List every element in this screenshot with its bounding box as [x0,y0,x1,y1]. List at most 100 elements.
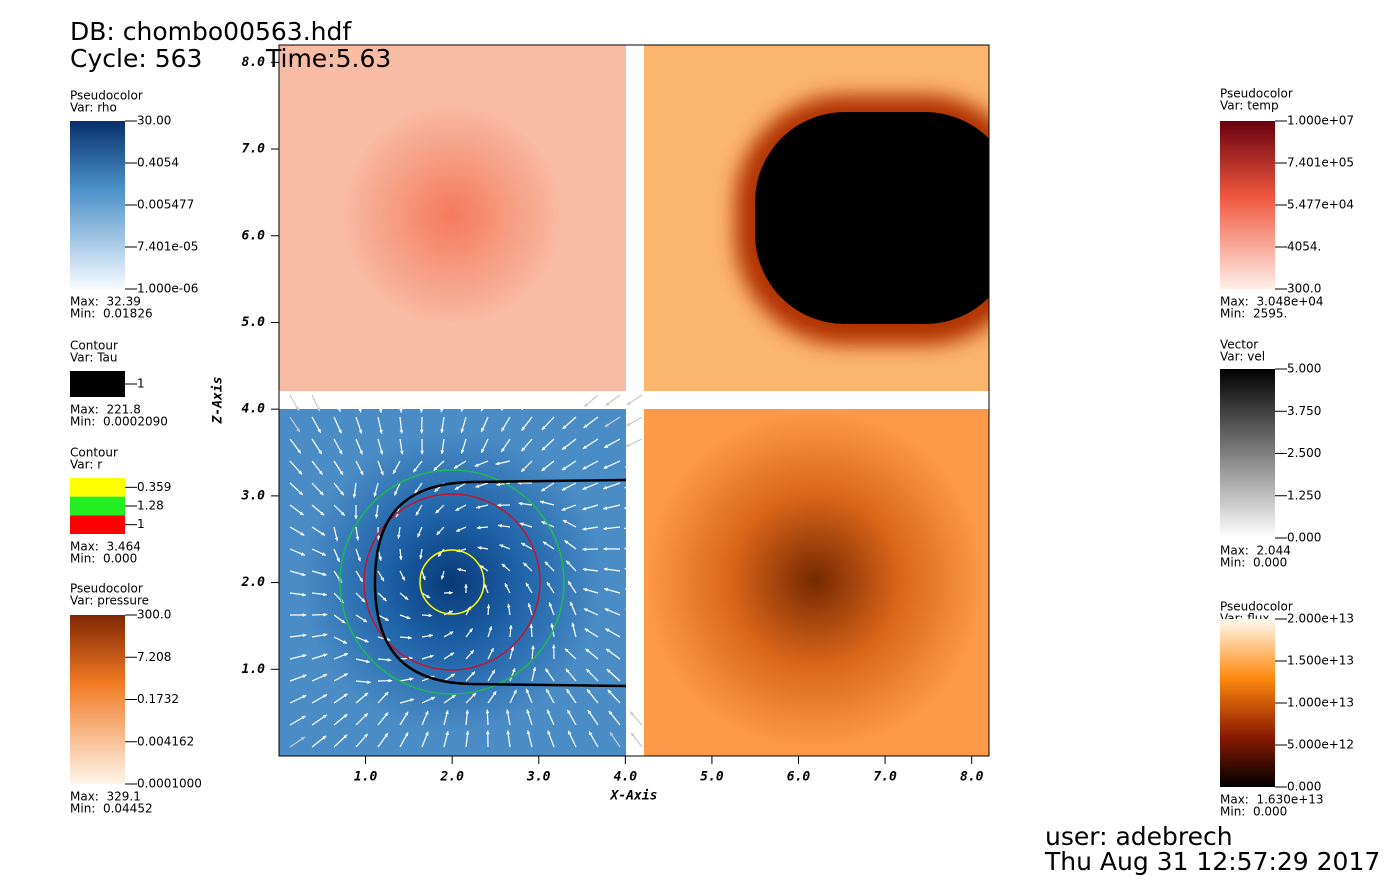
vector-arrowhead [521,447,526,452]
vector-arrowhead [322,572,327,576]
legend-label: 7.401e-05 [137,240,198,254]
vector-arrowhead [413,468,417,473]
vector-arrowhead [445,731,449,736]
db-title: DB: chombo00563.hdf [70,17,352,46]
vector-arrowhead [626,401,631,405]
legend-label: 0.359 [137,480,171,494]
vector-arrowhead [457,567,462,572]
vector-arrowhead [564,540,569,544]
legend-label: 0.005477 [137,198,194,212]
vector-arrowhead [295,406,299,411]
vector-arrowhead [429,633,433,638]
vector-arrowhead [507,603,511,608]
legend-label: 7.401e+05 [1287,156,1354,170]
vector-arrowhead [358,429,363,434]
vector-arrowhead [531,645,535,650]
vector-arrowhead [318,470,323,475]
legend-max: Max: 32.39 [70,295,141,309]
vector-arrowhead [435,509,440,514]
vector-arrowhead [339,470,343,475]
vector-arrowhead [419,408,424,413]
vector-arrowhead [565,668,570,673]
vector-arrowhead [354,515,358,520]
vector-arrowhead [626,649,631,653]
vector-arrowhead [424,710,429,715]
vector-arrowhead [625,464,630,468]
vector-arrowhead [450,652,455,657]
vector-arrowhead [582,567,587,572]
vector-arrowhead [629,690,633,695]
vector-arrowhead [606,669,611,673]
legend-label: 0.000 [1287,780,1321,794]
vector-arrowhead [603,547,608,551]
vector-arrowhead [322,714,327,719]
y-tick-label: 6.0 [242,228,266,243]
vector-arrowhead [361,598,366,603]
vector-arrowhead [604,444,609,448]
x-tick-label: 5.0 [700,770,724,785]
vector-arrowhead [588,731,593,736]
vector-arrowhead [583,608,588,612]
vector-arrowhead [584,403,589,407]
legend-max: Max: 221.8 [70,403,141,417]
vector-arrowhead [338,429,342,434]
vector-arrowhead [582,547,587,552]
legend-min: Min: 0.04452 [70,802,153,816]
vector-arrowhead [365,659,370,664]
vector-arrowhead [440,408,444,413]
vector-arrowhead [465,730,470,735]
vector-arrowhead [545,668,549,673]
vector-arrowhead [481,448,485,453]
legend-min: Min: 0.000 [1220,805,1287,819]
vector-arrowhead [320,511,325,516]
vector-arrowhead [401,576,405,581]
vector-arrowhead [541,446,546,451]
vector-arrowhead [526,709,530,714]
vector-arrowhead [399,450,404,455]
vector-arrowhead [299,511,304,516]
legend-label: 5.000e+12 [1287,738,1354,752]
contour-r-green [339,469,565,695]
vector-arrowhead [603,567,608,572]
legend-min: Min: 0.01826 [70,307,153,321]
vector-arrowhead [603,506,608,510]
vector-arrowhead [336,558,340,563]
vector-arrowhead [561,487,566,491]
y-axis-label: Z-Axis [211,377,226,425]
vector-arrowhead [379,429,383,434]
vector-arrowhead [302,654,307,658]
vector-arrowhead [587,689,591,694]
vector-arrowhead [505,709,510,714]
vector-arrowhead [583,588,588,592]
vector-arrowhead [605,402,610,406]
legend-label: 300.0 [137,608,171,622]
vector-arrowhead [624,505,629,510]
vector-arrowhead [501,406,505,411]
vector-arrowhead [481,407,485,412]
vector-arrowhead [408,635,412,640]
vector-arrowhead [542,541,547,546]
legend-label: 5.000 [1287,362,1321,376]
vector-arrowhead [625,443,630,447]
vector-arrowhead [384,712,389,717]
vector-arrowhead [323,653,328,658]
vector-arrowhead [357,557,361,562]
x-tick-label: 8.0 [960,770,984,785]
vector-arrowhead [374,514,379,519]
vector-arrowhead [302,633,307,638]
vector-arrowhead [364,713,368,718]
vector-arrowhead [521,426,526,431]
vector-arrowhead [340,511,345,516]
vector-arrowhead [426,594,431,599]
vector-arrowhead [566,560,570,565]
vector-arrowhead [384,733,388,738]
vector-arrowhead [518,501,523,506]
legend-label: 300.0 [1287,282,1321,296]
vector-arrowhead [540,500,544,505]
vector-arrowhead [603,465,608,469]
vector-arrowhead [587,710,592,715]
vector-arrowhead [626,628,631,632]
vector-arrowhead [501,563,506,568]
legend-max: Max: 3.464 [70,540,141,554]
vector-arrowhead [460,407,465,412]
